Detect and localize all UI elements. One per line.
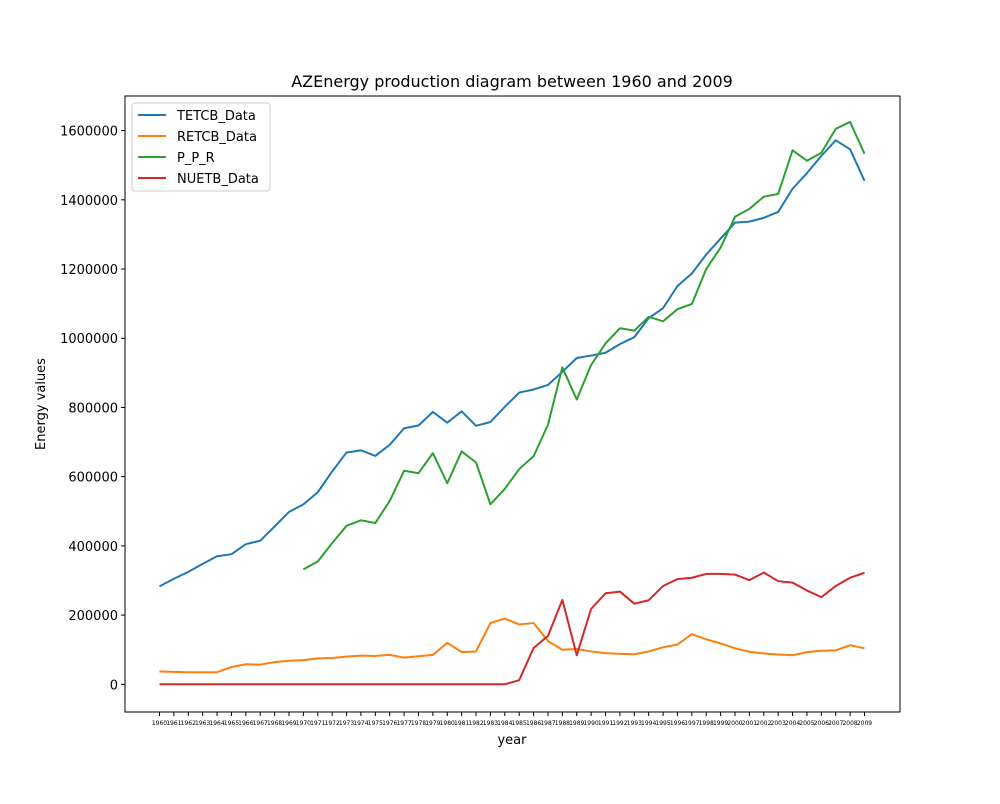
x-tick-label: 1960 <box>152 720 167 727</box>
x-tick-label: 1968 <box>267 720 282 727</box>
x-tick-label: 1980 <box>440 720 455 727</box>
x-tick-label: 1962 <box>181 720 196 727</box>
x-tick-label: 1999 <box>713 720 728 727</box>
x-tick-label: 1982 <box>468 720 483 727</box>
x-tick-label: 1966 <box>238 720 253 727</box>
x-tick-label: 1990 <box>583 720 598 727</box>
series-line-tetcb-data <box>159 139 866 588</box>
legend-box <box>131 102 271 192</box>
x-tick-label: 1993 <box>627 720 642 727</box>
x-tick-label: 1983 <box>483 720 498 727</box>
x-tick-label: 2003 <box>771 720 786 727</box>
x-tick-label: 1961 <box>166 720 181 727</box>
plot-area <box>124 95 901 713</box>
x-tick-label: 1986 <box>526 720 541 727</box>
legend-label: NUETB_Data <box>177 172 259 187</box>
y-axis-label: Energy values <box>34 358 49 450</box>
legend: TETCB_Data RETCB_Data P_P_R NUETB_Data <box>131 102 271 192</box>
x-tick-label: 1991 <box>598 720 613 727</box>
x-tick-label: 1970 <box>296 720 311 727</box>
y-axis: 0 200000 400000 600000 800000 1000000 1200000 1… <box>60 125 125 693</box>
x-tick-label: 1978 <box>411 720 426 727</box>
x-axis: 1960 1961 1962 1963 1964 1965 1966 1967 1968 1969… <box>152 712 872 727</box>
x-tick-label: 1974 <box>353 720 368 727</box>
x-tick-label: 2008 <box>842 720 857 727</box>
series-line-nuetb-data <box>159 571 865 686</box>
x-tick-label: 1996 <box>670 720 685 727</box>
x-tick-label: 1997 <box>684 720 699 727</box>
x-tick-label: 1967 <box>253 720 268 727</box>
y-tick-label: 1400000 <box>60 194 118 209</box>
x-tick-label: 1963 <box>195 720 210 727</box>
x-tick-label: 2009 <box>857 720 872 727</box>
x-tick-label: 2001 <box>742 720 757 727</box>
x-tick-label: 1995 <box>655 720 670 727</box>
y-tick-label: 1200000 <box>60 263 118 278</box>
x-tick-label: 1971 <box>310 720 325 727</box>
x-tick-label: 1965 <box>224 720 239 727</box>
x-tick-label: 1973 <box>339 720 354 727</box>
x-tick-label: 1985 <box>512 720 527 727</box>
x-tick-label: 2002 <box>756 720 771 727</box>
x-tick-label: 1994 <box>641 720 656 727</box>
y-tick-label: 400000 <box>68 540 118 555</box>
x-tick-label: 1988 <box>555 720 570 727</box>
x-tick-label: 1976 <box>382 720 397 727</box>
y-tick-label: 600000 <box>68 471 118 486</box>
x-tick-label: 1984 <box>497 720 512 727</box>
y-tick-label: 1000000 <box>60 332 118 347</box>
x-tick-label: 2004 <box>785 720 800 727</box>
x-tick-label: 2006 <box>814 720 829 727</box>
x-tick-label: 1998 <box>699 720 714 727</box>
x-tick-label: 1977 <box>396 720 411 727</box>
x-tick-label: 1987 <box>540 720 555 727</box>
x-tick-label: 1979 <box>425 720 440 727</box>
series-line-p-p-r <box>302 120 866 571</box>
legend-label: P_P_R <box>177 151 215 166</box>
y-tick-label: 0 <box>110 678 118 693</box>
x-axis-label: year <box>497 733 527 748</box>
x-tick-label: 1992 <box>612 720 627 727</box>
chart-title: AZEnergy production diagram between 1960… <box>291 72 733 91</box>
x-tick-label: 1975 <box>368 720 383 727</box>
series-lines <box>159 120 866 686</box>
y-tick-label: 800000 <box>68 401 118 416</box>
x-tick-label: 2000 <box>727 720 742 727</box>
x-tick-label: 1981 <box>454 720 469 727</box>
x-tick-label: 1989 <box>569 720 584 727</box>
y-tick-label: 1600000 <box>60 125 118 140</box>
x-tick-label: 2005 <box>799 720 814 727</box>
x-tick-label: 1969 <box>281 720 296 727</box>
x-tick-label: 1964 <box>209 720 224 727</box>
x-tick-label: 2007 <box>828 720 843 727</box>
x-tick-label: 1972 <box>325 720 340 727</box>
legend-label: RETCB_Data <box>177 130 257 145</box>
series-line-retcb-data <box>159 617 865 674</box>
legend-label: TETCB_Data <box>176 109 256 124</box>
y-tick-label: 200000 <box>68 609 118 624</box>
